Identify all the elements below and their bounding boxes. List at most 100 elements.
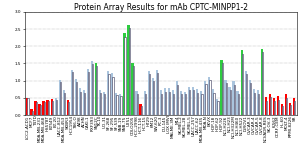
Bar bbox=[71, 70, 73, 115]
Bar bbox=[185, 94, 186, 115]
Bar bbox=[133, 66, 134, 115]
Bar bbox=[99, 90, 101, 115]
Title: Protein Array Results for mAb CPTC-MINPP1-2: Protein Array Results for mAb CPTC-MINPP… bbox=[74, 3, 248, 12]
Bar bbox=[103, 92, 105, 115]
Bar bbox=[123, 33, 125, 115]
Bar bbox=[26, 98, 28, 115]
Bar bbox=[226, 83, 227, 115]
Bar bbox=[290, 105, 291, 115]
Bar bbox=[32, 111, 33, 115]
Bar bbox=[152, 78, 154, 115]
Bar bbox=[157, 73, 158, 115]
Bar bbox=[254, 93, 255, 115]
Bar bbox=[91, 61, 93, 115]
Bar bbox=[274, 101, 275, 115]
Bar bbox=[208, 77, 210, 115]
Bar bbox=[172, 90, 174, 115]
Bar bbox=[228, 87, 231, 115]
Bar bbox=[168, 88, 170, 115]
Bar bbox=[108, 75, 110, 115]
Bar bbox=[96, 66, 98, 115]
Bar bbox=[209, 80, 211, 115]
Bar bbox=[230, 90, 231, 115]
Bar bbox=[79, 88, 81, 115]
Bar bbox=[196, 89, 198, 115]
Bar bbox=[52, 101, 53, 115]
Bar bbox=[218, 101, 219, 115]
Bar bbox=[204, 81, 206, 115]
Bar bbox=[238, 94, 239, 115]
Bar bbox=[266, 101, 267, 115]
Bar bbox=[40, 105, 41, 115]
Bar bbox=[224, 80, 226, 115]
Bar bbox=[176, 81, 178, 115]
Bar bbox=[213, 93, 214, 115]
Bar bbox=[258, 94, 259, 115]
Bar bbox=[281, 104, 283, 115]
Bar bbox=[197, 93, 199, 115]
Bar bbox=[173, 94, 174, 115]
Bar bbox=[34, 101, 37, 115]
Bar bbox=[143, 91, 146, 115]
Bar bbox=[72, 72, 73, 115]
Bar bbox=[193, 90, 194, 115]
Bar bbox=[282, 106, 284, 115]
Bar bbox=[131, 63, 134, 115]
Bar bbox=[250, 83, 251, 115]
Bar bbox=[127, 25, 130, 115]
Bar bbox=[181, 94, 182, 115]
Bar bbox=[189, 90, 190, 115]
Bar bbox=[60, 82, 61, 115]
Bar bbox=[83, 90, 85, 115]
Bar bbox=[112, 77, 114, 115]
Bar bbox=[192, 87, 194, 115]
Bar bbox=[269, 94, 271, 115]
Bar bbox=[177, 85, 178, 115]
Bar bbox=[156, 70, 158, 115]
Bar bbox=[246, 75, 247, 115]
Bar bbox=[261, 49, 263, 115]
Bar bbox=[212, 89, 214, 115]
Bar bbox=[244, 71, 247, 115]
Bar bbox=[153, 81, 154, 115]
Bar bbox=[44, 102, 45, 115]
Bar bbox=[64, 93, 65, 115]
Bar bbox=[115, 93, 117, 115]
Bar bbox=[50, 99, 53, 115]
Bar bbox=[242, 54, 243, 115]
Bar bbox=[100, 93, 101, 115]
Bar bbox=[120, 96, 122, 115]
Bar bbox=[169, 92, 170, 115]
Bar bbox=[38, 104, 40, 115]
Bar bbox=[262, 52, 263, 115]
Bar bbox=[116, 95, 118, 115]
Bar bbox=[56, 100, 57, 115]
Bar bbox=[141, 106, 142, 115]
Bar bbox=[180, 91, 182, 115]
Bar bbox=[278, 100, 279, 115]
Bar bbox=[234, 85, 235, 115]
Bar bbox=[236, 91, 239, 115]
Bar bbox=[285, 94, 287, 115]
Bar bbox=[241, 50, 243, 115]
Bar bbox=[201, 94, 202, 115]
Bar bbox=[257, 90, 259, 115]
Bar bbox=[136, 94, 138, 115]
Bar bbox=[95, 63, 97, 115]
Bar bbox=[87, 69, 89, 115]
Bar bbox=[188, 87, 190, 115]
Bar bbox=[119, 94, 122, 115]
Bar bbox=[55, 98, 57, 115]
Bar bbox=[253, 89, 255, 115]
Bar bbox=[200, 91, 202, 115]
Bar bbox=[249, 80, 251, 115]
Bar bbox=[148, 71, 150, 115]
Bar bbox=[289, 103, 291, 115]
Bar bbox=[124, 37, 126, 115]
Bar bbox=[75, 79, 77, 115]
Bar bbox=[35, 102, 37, 115]
Bar bbox=[46, 100, 49, 115]
Bar bbox=[232, 81, 235, 115]
Bar bbox=[42, 101, 45, 115]
Bar bbox=[76, 82, 77, 115]
